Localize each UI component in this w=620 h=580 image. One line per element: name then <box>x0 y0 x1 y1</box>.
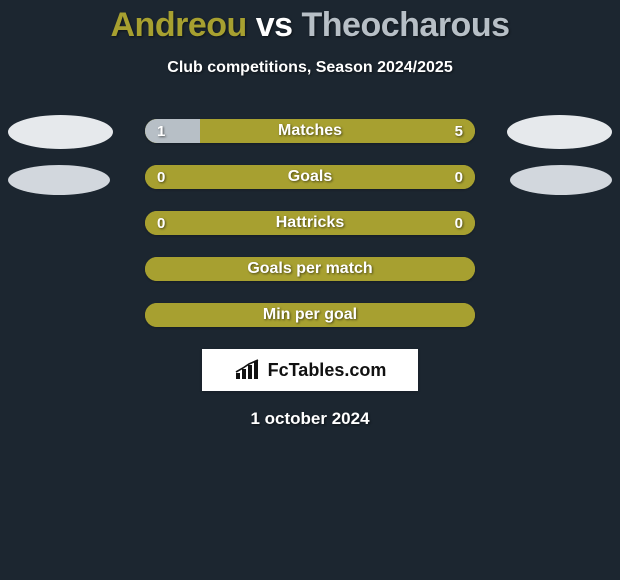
ellipse-left-1 <box>8 115 113 149</box>
stats-area: Matches15Goals00Hattricks00Goals per mat… <box>0 119 620 327</box>
player-b-name: Theocharous <box>302 6 510 44</box>
bar-value-left: 0 <box>157 165 165 189</box>
bar-label: Matches <box>145 119 475 143</box>
stat-bar: Goals0 0 <box>145 165 475 189</box>
stat-bar: Goals per match <box>145 257 475 281</box>
bar-value-right: 0 <box>455 165 463 189</box>
content-wrapper: Andreou vs Theocharous Club competitions… <box>0 0 620 429</box>
bar-value-right: 5 <box>455 119 463 143</box>
stat-bar: Min per goal <box>145 303 475 327</box>
bar-label: Goals per match <box>145 257 475 281</box>
bar-value-left: 0 <box>157 211 165 235</box>
bar-value-right: 0 <box>455 211 463 235</box>
bars-container: Matches15Goals00Hattricks00Goals per mat… <box>145 119 475 327</box>
stat-bar: Matches1 5 <box>145 119 475 143</box>
player-a-name: Andreou <box>111 6 247 44</box>
bar-chart-icon <box>234 359 262 381</box>
bar-label: Min per goal <box>145 303 475 327</box>
vs-word: vs <box>256 6 293 44</box>
ellipse-right-2 <box>510 165 612 195</box>
logo-box: FcTables.com <box>202 349 418 391</box>
date-text: 1 october 2024 <box>0 409 620 429</box>
subtitle: Club competitions, Season 2024/2025 <box>0 59 620 77</box>
ellipse-left-2 <box>8 165 110 195</box>
bar-value-left: 1 <box>157 119 165 143</box>
stat-bar: Hattricks0 0 <box>145 211 475 235</box>
ellipse-right-1 <box>507 115 612 149</box>
logo-text: FcTables.com <box>268 360 387 381</box>
page-title: Andreou vs Theocharous <box>0 0 620 45</box>
bar-label: Goals <box>145 165 475 189</box>
bar-label: Hattricks <box>145 211 475 235</box>
